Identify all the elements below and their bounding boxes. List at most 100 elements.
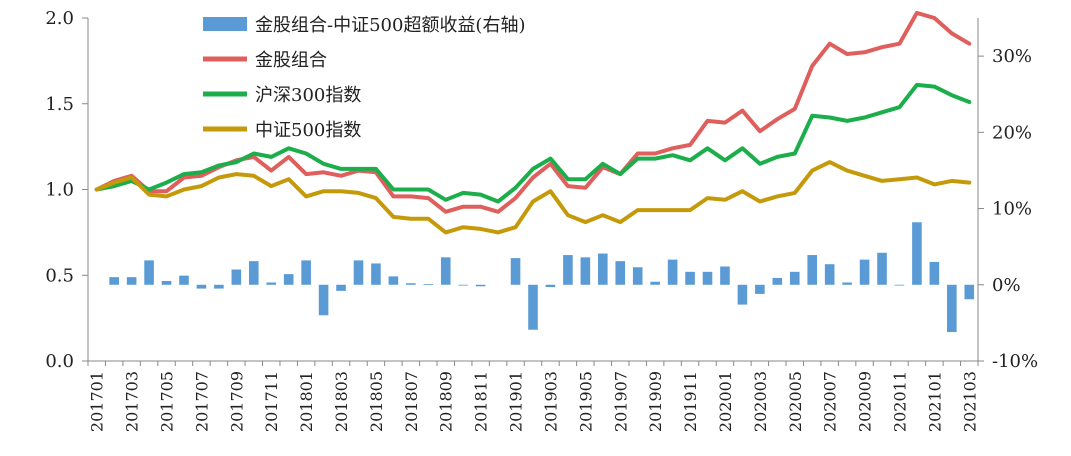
excess-return-bar — [947, 284, 957, 333]
excess-return-bar — [388, 276, 399, 285]
x-tick-label: 201903 — [541, 371, 560, 432]
legend-label: 金股组合-中证500超额收益(右轴) — [255, 15, 525, 36]
x-tick-label: 201909 — [646, 371, 665, 432]
excess-return-bar — [214, 284, 224, 289]
excess-return-bar — [789, 271, 800, 285]
right-tick-label: 10% — [992, 199, 1032, 220]
x-tick-label: 201807 — [402, 371, 421, 432]
excess-return-bar — [720, 266, 730, 285]
excess-return-bar — [755, 284, 765, 294]
series-line-2 — [94, 160, 972, 235]
excess-return-bar — [772, 277, 783, 285]
excess-return-bar — [510, 258, 521, 285]
x-tick-label: 202003 — [751, 371, 770, 432]
excess-return-bar — [318, 284, 329, 316]
excess-return-bar — [929, 261, 940, 285]
left-tick-label: 0.5 — [45, 265, 74, 286]
excess-return-bar — [283, 274, 294, 285]
excess-return-bar — [371, 263, 381, 285]
excess-return-bars — [91, 222, 975, 333]
excess-return-bar — [615, 261, 626, 285]
x-tick-label: 201811 — [472, 371, 491, 432]
excess-return-bar — [126, 277, 137, 285]
right-tick-label: 30% — [992, 46, 1032, 67]
legend-swatch-bar — [203, 17, 247, 31]
excess-return-bar — [545, 284, 556, 288]
excess-return-bar — [458, 284, 468, 286]
x-tick-label: 201701 — [88, 371, 107, 432]
excess-return-bar — [632, 267, 643, 285]
excess-return-bar — [807, 255, 818, 285]
excess-return-bar — [301, 260, 311, 285]
excess-return-bar — [650, 281, 660, 285]
excess-return-bar — [266, 282, 277, 285]
x-tick-label: 201801 — [297, 371, 316, 432]
right-tick-label: -10% — [992, 351, 1038, 372]
excess-return-bar — [737, 284, 748, 305]
excess-return-bar — [196, 284, 207, 289]
left-tick-label: 1.0 — [45, 180, 74, 201]
excess-return-bar — [702, 271, 713, 285]
excess-return-bar — [685, 271, 695, 285]
x-tick-label: 201805 — [367, 371, 386, 432]
legend-label: 中证500指数 — [255, 120, 361, 141]
x-tick-label: 201905 — [576, 371, 595, 432]
excess-return-bar — [859, 259, 870, 285]
index-lines — [94, 10, 972, 235]
legend-label: 沪深300指数 — [255, 85, 361, 106]
x-tick-label: 202103 — [960, 371, 979, 432]
x-tick-label: 201709 — [227, 371, 246, 432]
excess-return-bar — [440, 257, 451, 285]
x-ticks: 201701 201703 201705 201707 201709 201711 2018… — [87, 361, 979, 432]
excess-return-bar — [353, 260, 364, 285]
excess-return-bar — [161, 280, 172, 285]
excess-return-bar — [528, 284, 538, 330]
excess-return-bar — [231, 269, 242, 285]
excess-return-bar — [475, 284, 486, 287]
excess-return-bar — [144, 260, 154, 285]
x-tick-label: 201703 — [123, 371, 142, 432]
excess-return-bar — [598, 253, 608, 285]
x-tick-label: 202001 — [716, 371, 735, 432]
x-tick-label: 201901 — [507, 371, 526, 432]
x-tick-label: 201707 — [192, 371, 211, 432]
x-tick-label: 202101 — [925, 371, 944, 432]
x-tick-label: 201907 — [611, 371, 630, 432]
excess-return-bar — [842, 282, 852, 285]
excess-return-bar — [336, 284, 346, 291]
left-tick-label: 0.0 — [45, 351, 74, 372]
excess-return-bar — [912, 222, 922, 285]
x-tick-label: 202005 — [786, 371, 805, 432]
x-tick-label: 201711 — [262, 371, 281, 432]
left-y-ticks: 0.0 0.5 1.0 1.5 2.0 — [45, 8, 88, 372]
x-tick-label: 201809 — [437, 371, 456, 432]
excess-return-bar — [877, 252, 887, 285]
x-tick-label: 201911 — [681, 371, 700, 432]
right-tick-label: 20% — [992, 122, 1032, 143]
excess-return-bar — [423, 284, 434, 285]
excess-return-bar — [406, 283, 416, 285]
excess-return-bar — [894, 284, 905, 286]
excess-return-bar — [563, 255, 573, 285]
left-tick-label: 1.5 — [45, 94, 74, 115]
series-line-0 — [94, 10, 972, 214]
excess-return-bar — [179, 275, 189, 285]
excess-return-bar — [667, 259, 678, 285]
excess-return-bar — [248, 261, 259, 285]
left-tick-label: 2.0 — [45, 8, 74, 29]
excess-return-bar — [824, 264, 835, 285]
x-tick-label: 202009 — [856, 371, 875, 432]
legend-label: 金股组合 — [255, 50, 327, 71]
excess-return-bar — [964, 284, 975, 300]
excess-return-bar — [580, 257, 591, 285]
right-y-ticks: -10% 0% 10% 20% 30% — [978, 46, 1038, 372]
excess-return-bar — [109, 277, 119, 285]
x-tick-label: 201803 — [332, 371, 351, 432]
series-line-1 — [94, 82, 972, 204]
x-tick-label: 202007 — [821, 371, 840, 432]
right-tick-label: 0% — [992, 275, 1021, 296]
x-tick-label: 202011 — [890, 371, 909, 432]
x-tick-label: 201705 — [158, 371, 177, 432]
